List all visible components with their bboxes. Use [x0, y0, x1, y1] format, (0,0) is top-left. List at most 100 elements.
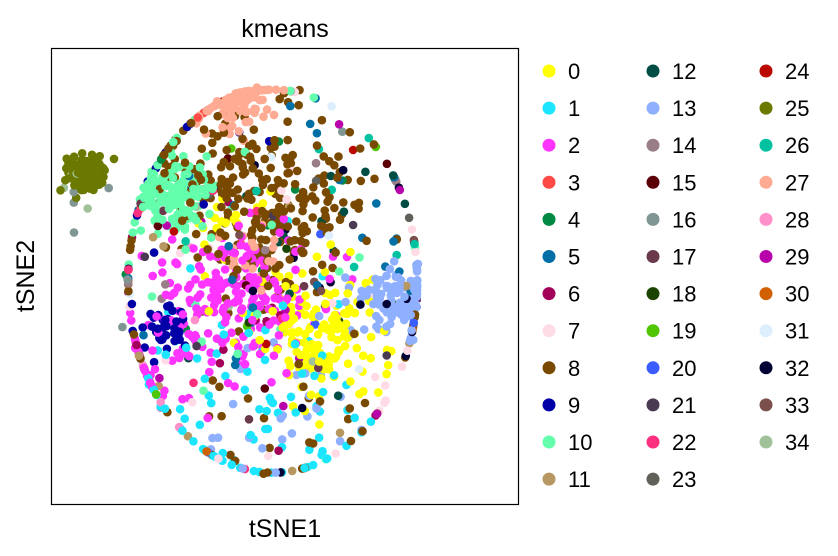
- scatter-point-cluster-16: [338, 127, 347, 136]
- scatter-point-cluster-2: [261, 295, 271, 304]
- scatter-point-cluster-27: [269, 235, 279, 245]
- scatter-point-cluster-1: [322, 454, 332, 463]
- scatter-point-cluster-10: [136, 226, 146, 235]
- legend-label-1: 1: [568, 96, 580, 121]
- scatter-point-cluster-11: [335, 428, 345, 438]
- legend-marker-11: [542, 472, 556, 486]
- scatter-point-cluster-8: [299, 221, 309, 231]
- scatter-point-cluster-25: [87, 164, 96, 174]
- legend-item-7: 7: [542, 319, 580, 344]
- scatter-point-cluster-0: [317, 323, 327, 333]
- scatter-point-cluster-10: [169, 137, 178, 147]
- scatter-point-cluster-12: [339, 207, 349, 216]
- scatter-point-cluster-8: [350, 329, 359, 339]
- scatter-point-cluster-32: [382, 299, 392, 309]
- scatter-point-cluster-11: [134, 351, 144, 361]
- legend-marker-13: [646, 101, 660, 115]
- scatter-point-cluster-1: [255, 405, 264, 414]
- scatter-point-cluster-2: [203, 277, 212, 287]
- legend-marker-20: [646, 361, 660, 375]
- legend-marker-16: [646, 212, 660, 226]
- scatter-point-cluster-13: [238, 464, 248, 473]
- scatter-point-cluster-8: [312, 141, 322, 150]
- scatter-point-cluster-2: [230, 248, 240, 258]
- legend-marker-3: [542, 175, 556, 189]
- scatter-point-cluster-13: [393, 273, 403, 282]
- scatter-point-cluster-10: [191, 215, 201, 225]
- scatter-point-cluster-8: [259, 469, 268, 479]
- scatter-point-cluster-1: [366, 417, 376, 427]
- legend-item-30: 30: [759, 282, 809, 307]
- scatter-point-cluster-2: [248, 315, 257, 325]
- scatter-point-cluster-10: [183, 169, 192, 179]
- scatter-point-cluster-2: [158, 268, 167, 277]
- legend-marker-28: [759, 212, 773, 226]
- scatter-point-cluster-13: [406, 310, 416, 320]
- scatter-point-cluster-9: [127, 299, 137, 309]
- scatter-point-cluster-1: [161, 350, 171, 360]
- scatter-point-cluster-0: [229, 214, 239, 224]
- scatter-point-cluster-8: [275, 193, 285, 203]
- scatter-point-cluster-28: [156, 397, 165, 407]
- scatter-point-cluster-2: [145, 378, 155, 388]
- scatter-point-cluster-1: [262, 406, 272, 416]
- scatter-point-cluster-2: [223, 378, 233, 388]
- scatter-point-cluster-0: [268, 306, 278, 316]
- scatter-point-cluster-27: [257, 286, 266, 295]
- scatter-point-cluster-27: [202, 106, 211, 116]
- scatter-point-cluster-18: [282, 244, 291, 253]
- scatter-point-cluster-25: [56, 186, 65, 195]
- scatter-point-cluster-8: [213, 132, 222, 141]
- scatter-point-cluster-8: [345, 127, 355, 137]
- scatter-point-cluster-15: [153, 221, 163, 231]
- scatter-point-cluster-8: [270, 142, 279, 151]
- legend-marker-17: [646, 250, 660, 263]
- scatter-point-cluster-8: [286, 204, 296, 213]
- scatter-point-cluster-8: [238, 163, 248, 172]
- scatter-point-cluster-11: [402, 281, 411, 291]
- legend-label-21: 21: [672, 393, 696, 418]
- scatter-point-cluster-10: [158, 193, 168, 202]
- scatter-point-cluster-1: [227, 460, 236, 470]
- legend-label-30: 30: [785, 282, 809, 307]
- scatter-point-cluster-8: [193, 253, 202, 262]
- legend-label-0: 0: [568, 59, 580, 84]
- scatter-point-cluster-17: [314, 363, 323, 373]
- scatter-point-cluster-0: [366, 353, 376, 363]
- scatter-point-cluster-22: [133, 208, 142, 218]
- scatter-point-cluster-0: [365, 308, 375, 317]
- legend-label-27: 27: [785, 170, 809, 195]
- legend-label-4: 4: [568, 207, 580, 232]
- scatter-point-cluster-8: [265, 443, 274, 453]
- scatter-point-cluster-27: [268, 243, 278, 252]
- scatter-point-cluster-10: [167, 214, 177, 224]
- legend-item-11: 11: [542, 467, 591, 492]
- scatter-point-cluster-1: [305, 445, 314, 455]
- scatter-point-cluster-8: [298, 206, 307, 216]
- scatter-point-cluster-25: [65, 164, 75, 173]
- scatter-point-cluster-7: [370, 372, 380, 382]
- legend-marker-14: [646, 138, 660, 152]
- scatter-point-cluster-27: [250, 104, 259, 114]
- scatter-point-cluster-10: [149, 169, 159, 179]
- scatter-point-cluster-9: [199, 200, 208, 209]
- legend-item-14: 14: [646, 133, 696, 158]
- legend-item-6: 6: [542, 282, 580, 307]
- legend-marker-30: [759, 287, 773, 301]
- scatter-point-cluster-8: [321, 188, 331, 197]
- scatter-point-cluster-25: [76, 160, 86, 170]
- scatter-point-cluster-8: [263, 281, 273, 291]
- legend-label-26: 26: [785, 133, 809, 158]
- scatter-point-cluster-8: [214, 249, 223, 259]
- scatter-point-cluster-27: [227, 121, 237, 131]
- legend-label-9: 9: [568, 393, 580, 418]
- scatter-point-cluster-10: [177, 188, 186, 197]
- scatter-point-cluster-2: [148, 346, 157, 355]
- scatter-point-cluster-10: [179, 151, 188, 161]
- legend-label-33: 33: [785, 393, 809, 418]
- scatter-point-cluster-8: [299, 200, 308, 209]
- scatter-point-cluster-27: [223, 113, 233, 123]
- legend-marker-26: [759, 138, 773, 152]
- legend-marker-15: [646, 175, 660, 189]
- scatter-point-cluster-0: [300, 329, 310, 339]
